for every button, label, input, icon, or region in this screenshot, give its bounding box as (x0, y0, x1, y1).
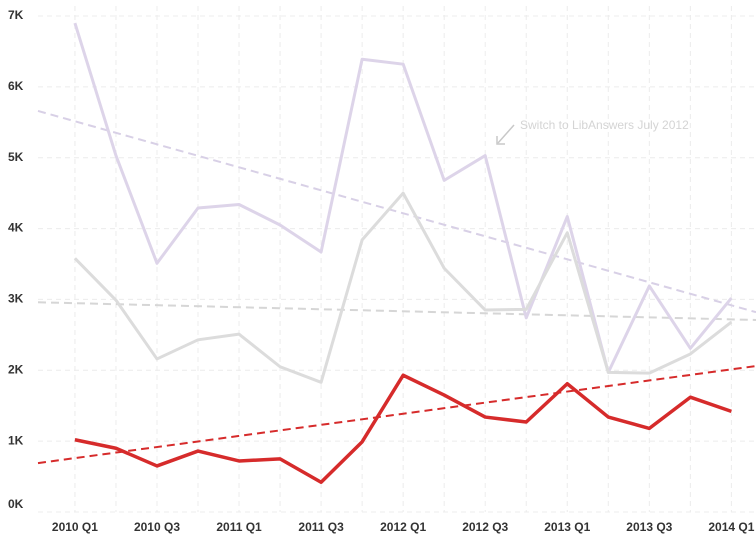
x-tick-label: 2014 Q1 (708, 520, 754, 534)
y-tick-label: 6K (8, 79, 24, 93)
annotation-arrowhead (496, 136, 505, 145)
y-tick-label: 4K (8, 221, 24, 235)
series-line (74, 373, 732, 484)
x-tick-label: 2013 Q1 (544, 520, 590, 534)
x-tick-label: 2012 Q3 (462, 520, 508, 534)
series-line (73, 191, 733, 384)
y-tick-label: 5K (8, 150, 24, 164)
y-tick-label: 7K (8, 8, 24, 22)
trend-line (37, 109, 756, 314)
trend-line (37, 365, 756, 465)
y-tick-label: 3K (8, 292, 24, 306)
annotation-arrow (497, 124, 515, 144)
x-tick-label: 2013 Q3 (626, 520, 672, 534)
x-tick-label: 2011 Q1 (216, 520, 262, 534)
series-line (73, 22, 733, 374)
x-tick-label: 2011 Q3 (298, 520, 344, 534)
trend-line (37, 301, 756, 321)
x-tick-label: 2012 Q1 (380, 520, 426, 534)
x-tick-label: 2010 Q3 (134, 520, 180, 534)
y-tick-label: 0K (8, 497, 24, 511)
grid (38, 6, 756, 513)
annotation: Switch to LibAnswers July 2012 (520, 118, 689, 132)
y-tick-label: 2K (8, 362, 24, 376)
y-tick-label: 1K (8, 433, 24, 447)
x-tick-label: 2010 Q1 (52, 520, 98, 534)
